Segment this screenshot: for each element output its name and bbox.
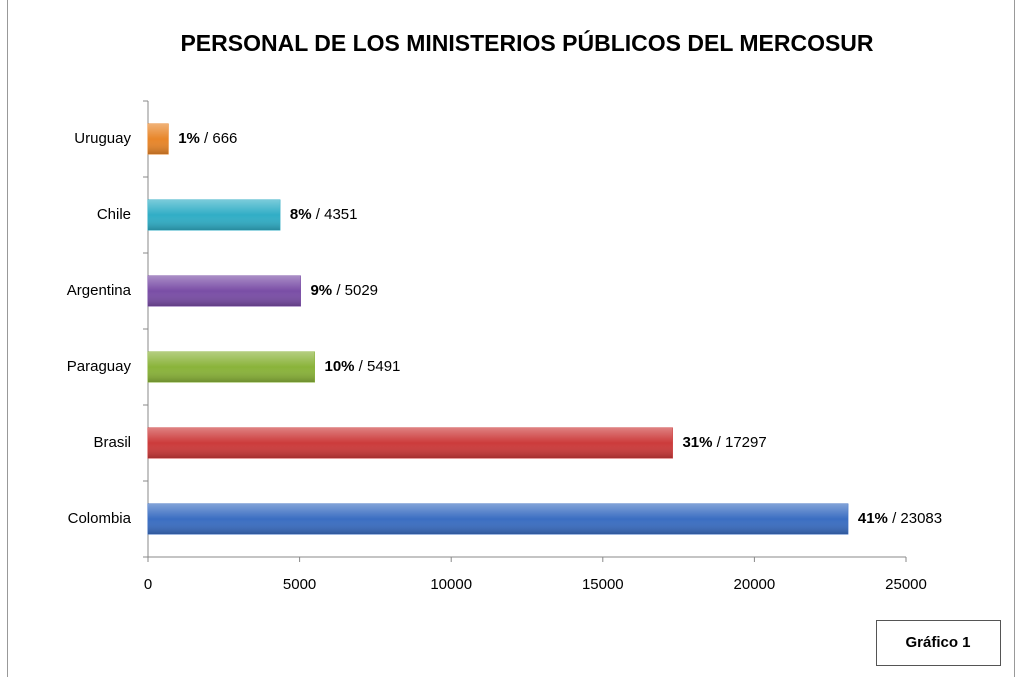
y-tick-label: Paraguay	[67, 358, 132, 375]
data-label: 9% / 5029	[310, 282, 378, 299]
data-label: 41% / 23083	[858, 510, 942, 527]
data-label: 31% / 17297	[682, 434, 766, 451]
data-label-value: / 23083	[888, 510, 942, 527]
data-label-percent: 41%	[858, 510, 888, 527]
y-tick-label: Argentina	[67, 282, 132, 299]
x-tick-label: 25000	[885, 576, 927, 593]
data-label: 10% / 5491	[324, 358, 400, 375]
data-label-value: / 666	[200, 130, 238, 147]
data-label-percent: 31%	[682, 434, 712, 451]
chart-frame	[7, 0, 1015, 677]
bar-shine	[148, 124, 169, 154]
y-tick-label: Uruguay	[74, 130, 131, 147]
data-label-value: / 4351	[312, 206, 358, 223]
bar-shine	[148, 504, 848, 534]
data-label-percent: 9%	[310, 282, 332, 299]
data-label-percent: 1%	[178, 130, 200, 147]
y-tick-label: Chile	[97, 206, 131, 223]
bar-shine	[148, 200, 280, 230]
data-label: 1% / 666	[178, 130, 237, 147]
x-tick-label: 0	[144, 576, 152, 593]
data-label-value: / 17297	[712, 434, 766, 451]
data-label-percent: 8%	[290, 206, 312, 223]
chart-title: PERSONAL DE LOS MINISTERIOS PÚBLICOS DEL…	[180, 29, 873, 56]
data-label-value: / 5029	[332, 282, 378, 299]
bar-shine	[148, 276, 301, 306]
data-label-value: / 5491	[355, 358, 401, 375]
caption: Gráfico 1	[905, 634, 970, 651]
data-label-percent: 10%	[324, 358, 354, 375]
x-tick-label: 10000	[430, 576, 472, 593]
y-tick-label: Brasil	[93, 434, 131, 451]
y-tick-label: Colombia	[68, 510, 132, 527]
x-tick-label: 15000	[582, 576, 624, 593]
x-tick-label: 20000	[734, 576, 776, 593]
x-tick-label: 5000	[283, 576, 316, 593]
caption-box	[876, 620, 1001, 666]
bar-shine	[148, 428, 673, 458]
bar-shine	[148, 352, 315, 382]
data-label: 8% / 4351	[290, 206, 358, 223]
